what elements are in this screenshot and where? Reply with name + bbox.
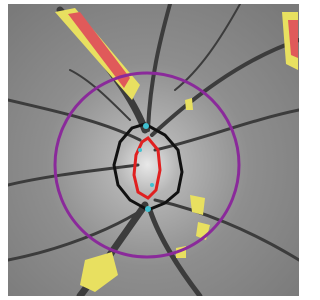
fundus-image [0, 0, 299, 300]
page [0, 0, 299, 300]
image-content [8, 4, 299, 296]
